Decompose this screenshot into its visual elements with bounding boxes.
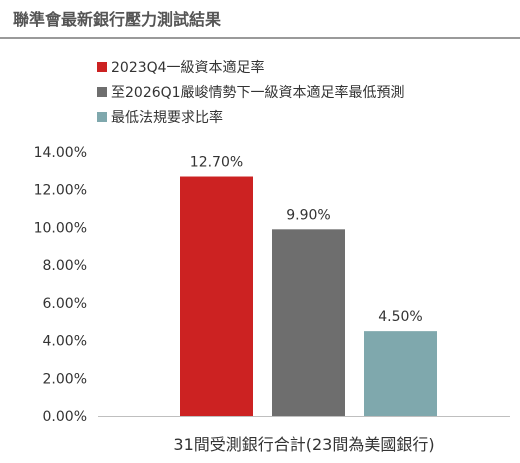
y-tick-label: 6.00% bbox=[43, 296, 87, 312]
y-tick-label: 0.00% bbox=[43, 409, 87, 425]
legend-label-series-2: 至2026Q1嚴峻情勢下一級資本適足率最低預測 bbox=[111, 84, 405, 101]
bar-series-3 bbox=[364, 331, 437, 416]
y-axis: 0.00% 2.00% 4.00% 6.00% 8.00% 10.00% 12.00% 14.… bbox=[34, 145, 87, 425]
legend-item-series-1: 2023Q4一級資本適足率 bbox=[97, 54, 405, 79]
data-label-series-3: 4.50% bbox=[378, 309, 422, 325]
legend-item-series-2: 至2026Q1嚴峻情勢下一級資本適足率最低預測 bbox=[97, 79, 405, 104]
y-tick-label: 14.00% bbox=[34, 145, 87, 161]
legend-swatch-series-1 bbox=[97, 61, 107, 72]
x-axis: 31間受測銀行合計(23間為美國銀行) bbox=[98, 416, 510, 454]
legend-swatch-series-2 bbox=[97, 86, 107, 97]
legend-label-series-3: 最低法規要求比率 bbox=[111, 109, 223, 126]
legend-label-series-1: 2023Q4一級資本適足率 bbox=[111, 59, 265, 76]
data-label-series-1: 12.70% bbox=[190, 155, 243, 171]
y-tick-label: 2.00% bbox=[43, 371, 87, 387]
legend-swatch-series-3 bbox=[97, 111, 107, 122]
legend: 2023Q4一級資本適足率 至2026Q1嚴峻情勢下一級資本適足率最低預測 最低… bbox=[97, 54, 405, 129]
data-label-series-2: 9.90% bbox=[286, 207, 330, 223]
bars: 12.70% 9.90% 4.50% bbox=[180, 155, 437, 416]
bar-series-1 bbox=[180, 176, 253, 416]
y-tick-label: 4.00% bbox=[43, 334, 87, 350]
y-tick-label: 12.00% bbox=[34, 183, 87, 199]
y-tick-label: 10.00% bbox=[34, 220, 87, 236]
legend-item-series-3: 最低法規要求比率 bbox=[97, 104, 405, 129]
title-divider bbox=[0, 37, 520, 39]
chart-title: 聯準會最新銀行壓力測試結果 bbox=[13, 10, 222, 29]
x-category-label: 31間受測銀行合計(23間為美國銀行) bbox=[173, 435, 434, 454]
bar-series-2 bbox=[272, 229, 345, 416]
y-tick-label: 8.00% bbox=[43, 258, 87, 274]
